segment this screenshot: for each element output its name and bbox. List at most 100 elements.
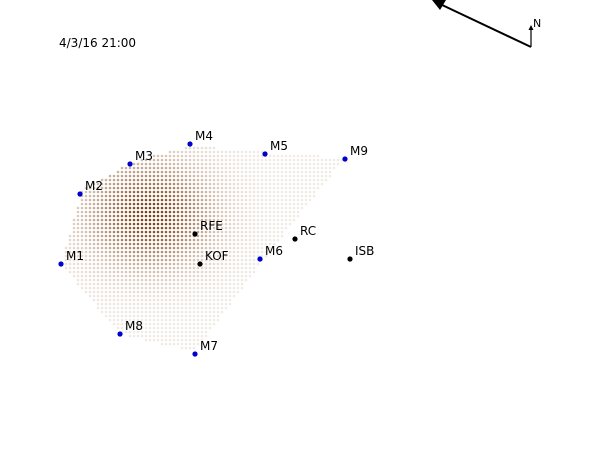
field-dot	[164, 286, 168, 290]
field-dot	[272, 226, 276, 230]
field-dot	[260, 246, 264, 250]
field-dot	[272, 194, 276, 198]
field-dot	[280, 210, 284, 214]
field-dot	[204, 226, 208, 230]
field-dot	[316, 158, 320, 162]
field-dot	[176, 178, 180, 182]
field-dot	[272, 162, 276, 166]
field-dot	[96, 242, 100, 246]
field-dot	[128, 330, 132, 334]
field-dot	[96, 246, 100, 250]
field-dot	[256, 198, 260, 202]
field-dot	[212, 206, 216, 210]
field-dot	[152, 186, 156, 190]
field-dot	[76, 282, 80, 286]
field-dot	[72, 230, 76, 234]
field-dot	[128, 198, 132, 202]
field-dot	[160, 190, 164, 194]
field-dot	[204, 210, 208, 214]
field-dot	[140, 230, 144, 234]
field-dot	[84, 186, 88, 190]
field-dot	[104, 178, 108, 182]
field-dot	[292, 210, 296, 214]
field-dot	[288, 206, 292, 210]
field-dot	[308, 182, 312, 186]
field-dot	[192, 210, 196, 214]
field-dot	[160, 202, 164, 206]
field-dot	[76, 210, 80, 214]
field-dot	[192, 342, 196, 346]
field-dot	[188, 238, 192, 242]
field-dot	[204, 146, 208, 150]
field-dot	[144, 190, 148, 194]
field-dot	[100, 186, 104, 190]
field-dot	[292, 170, 296, 174]
field-dot	[152, 202, 156, 206]
field-dot	[208, 226, 212, 230]
field-dot	[204, 286, 208, 290]
field-dot	[108, 294, 112, 298]
field-dot	[296, 206, 300, 210]
field-dot	[228, 170, 232, 174]
field-dot	[108, 238, 112, 242]
field-dot	[148, 226, 152, 230]
field-dot	[236, 158, 240, 162]
field-dot	[260, 238, 264, 242]
field-dot	[216, 274, 220, 278]
field-dot	[136, 166, 140, 170]
field-dot	[200, 150, 204, 154]
field-dot	[284, 214, 288, 218]
field-dot	[220, 250, 224, 254]
field-dot	[220, 278, 224, 282]
field-dot	[228, 206, 232, 210]
field-dot	[264, 190, 268, 194]
field-dot	[132, 314, 136, 318]
field-dot	[128, 218, 132, 222]
field-dot	[204, 290, 208, 294]
field-dot	[260, 226, 264, 230]
field-dot	[172, 330, 176, 334]
field-dot	[188, 322, 192, 326]
field-dot	[264, 198, 268, 202]
field-dot	[136, 274, 140, 278]
field-dot	[244, 250, 248, 254]
field-dot	[228, 266, 232, 270]
field-dot	[188, 162, 192, 166]
field-dot	[92, 218, 96, 222]
field-dot	[136, 294, 140, 298]
field-dot	[180, 162, 184, 166]
field-dot	[200, 278, 204, 282]
field-dot	[100, 298, 104, 302]
field-dot	[152, 222, 156, 226]
field-dot	[188, 218, 192, 222]
field-dot	[248, 262, 252, 266]
field-dot	[260, 162, 264, 166]
field-dot	[224, 174, 228, 178]
field-dot	[252, 150, 256, 154]
field-dot	[260, 198, 264, 202]
field-dot	[112, 246, 116, 250]
field-dot	[88, 218, 92, 222]
field-dot	[104, 194, 108, 198]
field-dot	[168, 318, 172, 322]
field-dot	[136, 258, 140, 262]
field-dot	[120, 326, 124, 330]
field-dot	[252, 214, 256, 218]
field-dot	[140, 306, 144, 310]
field-dot	[248, 218, 252, 222]
field-dot	[140, 294, 144, 298]
field-dot	[224, 214, 228, 218]
field-dot	[132, 214, 136, 218]
field-dot	[84, 206, 88, 210]
field-dot	[240, 238, 244, 242]
field-dot	[192, 298, 196, 302]
field-dot	[268, 230, 272, 234]
field-dot	[204, 254, 208, 258]
field-dot	[272, 202, 276, 206]
monitor-label-m3: M3	[135, 149, 153, 163]
field-dot	[316, 178, 320, 182]
field-dot	[168, 254, 172, 258]
field-dot	[220, 182, 224, 186]
field-dot	[320, 158, 324, 162]
site-label-isb: ISB	[355, 244, 374, 258]
